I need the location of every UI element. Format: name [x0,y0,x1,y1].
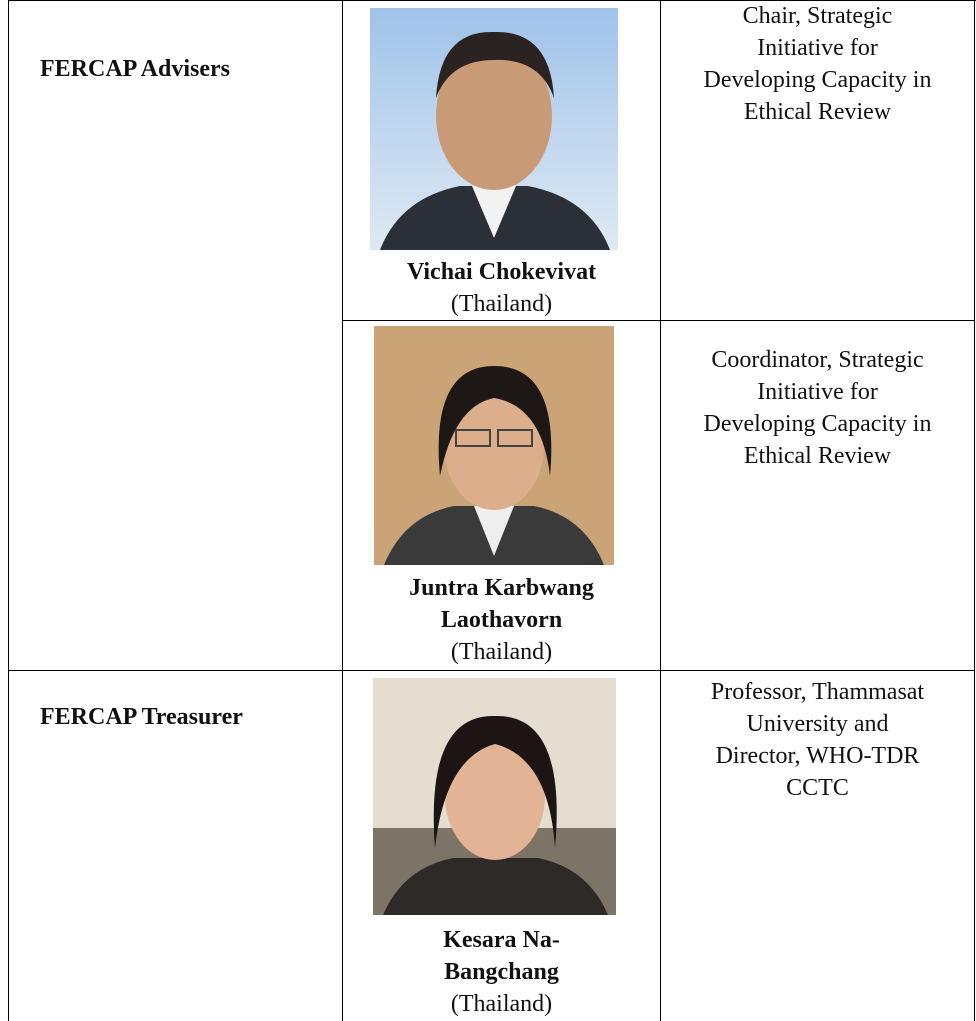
member-country: (Thailand) [450,991,553,1017]
border [342,0,343,1021]
role-line: Ethical Review [743,99,892,125]
border [974,0,975,1021]
border [8,670,975,671]
member-name: Kesara Na- [443,927,560,953]
portrait-photo [374,326,614,565]
member-name: Juntra Karbwang [409,575,594,601]
border [8,0,9,1021]
member-country: (Thailand) [450,639,553,665]
border [8,0,976,1]
role-line: Initiative for [757,379,878,405]
portrait-photo [373,678,616,915]
border [660,0,661,1021]
role-line: Initiative for [757,35,878,61]
member-name: Vichai Chokevivat [406,259,597,285]
role-line: University and [746,711,889,737]
role-line: CCTC [786,775,849,801]
section-label: FERCAP Treasurer [40,704,243,730]
member-name: Laothavorn [440,607,563,633]
section-label: FERCAP Advisers [40,56,231,82]
role-line: Ethical Review [743,443,892,469]
portrait-photo [370,8,618,250]
border [342,320,975,321]
role-line: Developing Capacity in [703,67,932,93]
role-line: Professor, Thammasat [710,679,925,705]
member-country: (Thailand) [450,291,553,317]
role-line: Director, WHO-TDR [715,743,920,769]
role-line: Coordinator, Strategic [711,347,924,373]
role-line: Chair, Strategic [742,3,893,29]
member-name: Bangchang [444,959,559,985]
role-line: Developing Capacity in [703,411,932,437]
